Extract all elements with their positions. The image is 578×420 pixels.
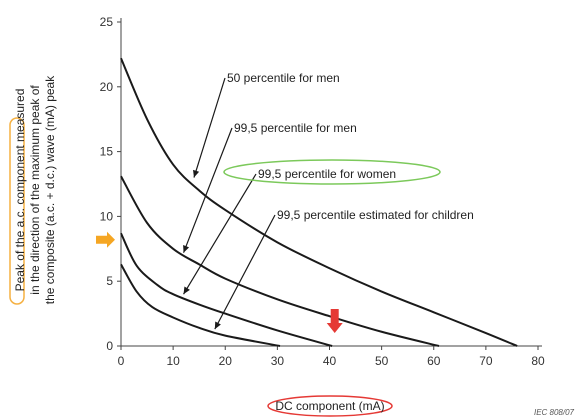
highlight-xlabel-ellipse bbox=[267, 395, 393, 417]
annotation-leader bbox=[193, 77, 226, 178]
x-tick-label: 0 bbox=[118, 354, 125, 368]
y-tick-label: 20 bbox=[100, 80, 114, 94]
x-axis-label: DC component (mA) bbox=[275, 399, 384, 413]
curve-99-5-percentile-children bbox=[120, 263, 281, 347]
y-tick-label: 0 bbox=[106, 339, 113, 353]
annotation-arrowhead-icon bbox=[214, 321, 221, 330]
annotation-99-5-percentile-children: 99,5 percentile estimated for children bbox=[277, 208, 474, 222]
highlight-ylabel-ellipse bbox=[9, 117, 25, 305]
figure-credit: IEC 808/07 bbox=[534, 408, 575, 417]
annotation-arrowhead-icon bbox=[193, 169, 200, 178]
annotation-leaders bbox=[182, 77, 276, 330]
highlight-women-ellipse bbox=[223, 159, 441, 185]
y-tick-label: 5 bbox=[106, 274, 113, 288]
y-tick-label: 15 bbox=[100, 145, 114, 159]
y-axis-label-line-1: Peak of the a.c. component measured bbox=[13, 89, 27, 292]
y-tick-label: 10 bbox=[100, 209, 114, 223]
x-tick-label: 10 bbox=[166, 354, 180, 368]
yellow-arrow-icon bbox=[96, 231, 115, 248]
x-tick-label: 30 bbox=[271, 354, 285, 368]
x-tick-labels: 0 10 20 30 40 50 60 70 80 bbox=[118, 346, 545, 368]
x-tick-label: 20 bbox=[219, 354, 233, 368]
y-axis-label-line-3: the composite (a.c. + d.c.) wave (mA) pe… bbox=[43, 75, 57, 304]
x-tick-label: 40 bbox=[323, 354, 337, 368]
annotation-99-5-percentile-women: 99,5 percentile for women bbox=[258, 167, 396, 181]
annotation-arrowhead-icon bbox=[183, 245, 190, 253]
curve-99-5-percentile-men bbox=[120, 175, 440, 347]
annotation-99-5-percentile-men: 99,5 percentile for men bbox=[234, 121, 357, 135]
y-axis-label-line-2: in the direction of the maximum peak of bbox=[28, 85, 42, 295]
x-tick-label: 50 bbox=[375, 354, 389, 368]
x-tick-label: 70 bbox=[479, 354, 493, 368]
x-tick-label: 60 bbox=[427, 354, 441, 368]
annotation-leader bbox=[214, 214, 276, 330]
y-tick-labels: 0 5 10 15 20 25 bbox=[100, 15, 121, 353]
curve-50-percentile-men bbox=[120, 57, 518, 347]
annotation-50-percentile-men: 50 percentile for men bbox=[227, 71, 340, 85]
red-arrow-icon bbox=[326, 309, 343, 334]
annotation-arrowhead-icon bbox=[183, 286, 190, 295]
y-axis-label: Peak of the a.c. component measured in t… bbox=[13, 75, 57, 304]
series-curves bbox=[120, 57, 518, 347]
annotation-leader bbox=[182, 127, 233, 253]
curve-99-5-percentile-women bbox=[120, 232, 333, 347]
annotation-leader bbox=[183, 173, 257, 295]
y-tick-label: 25 bbox=[100, 15, 114, 29]
x-tick-label: 80 bbox=[531, 354, 545, 368]
